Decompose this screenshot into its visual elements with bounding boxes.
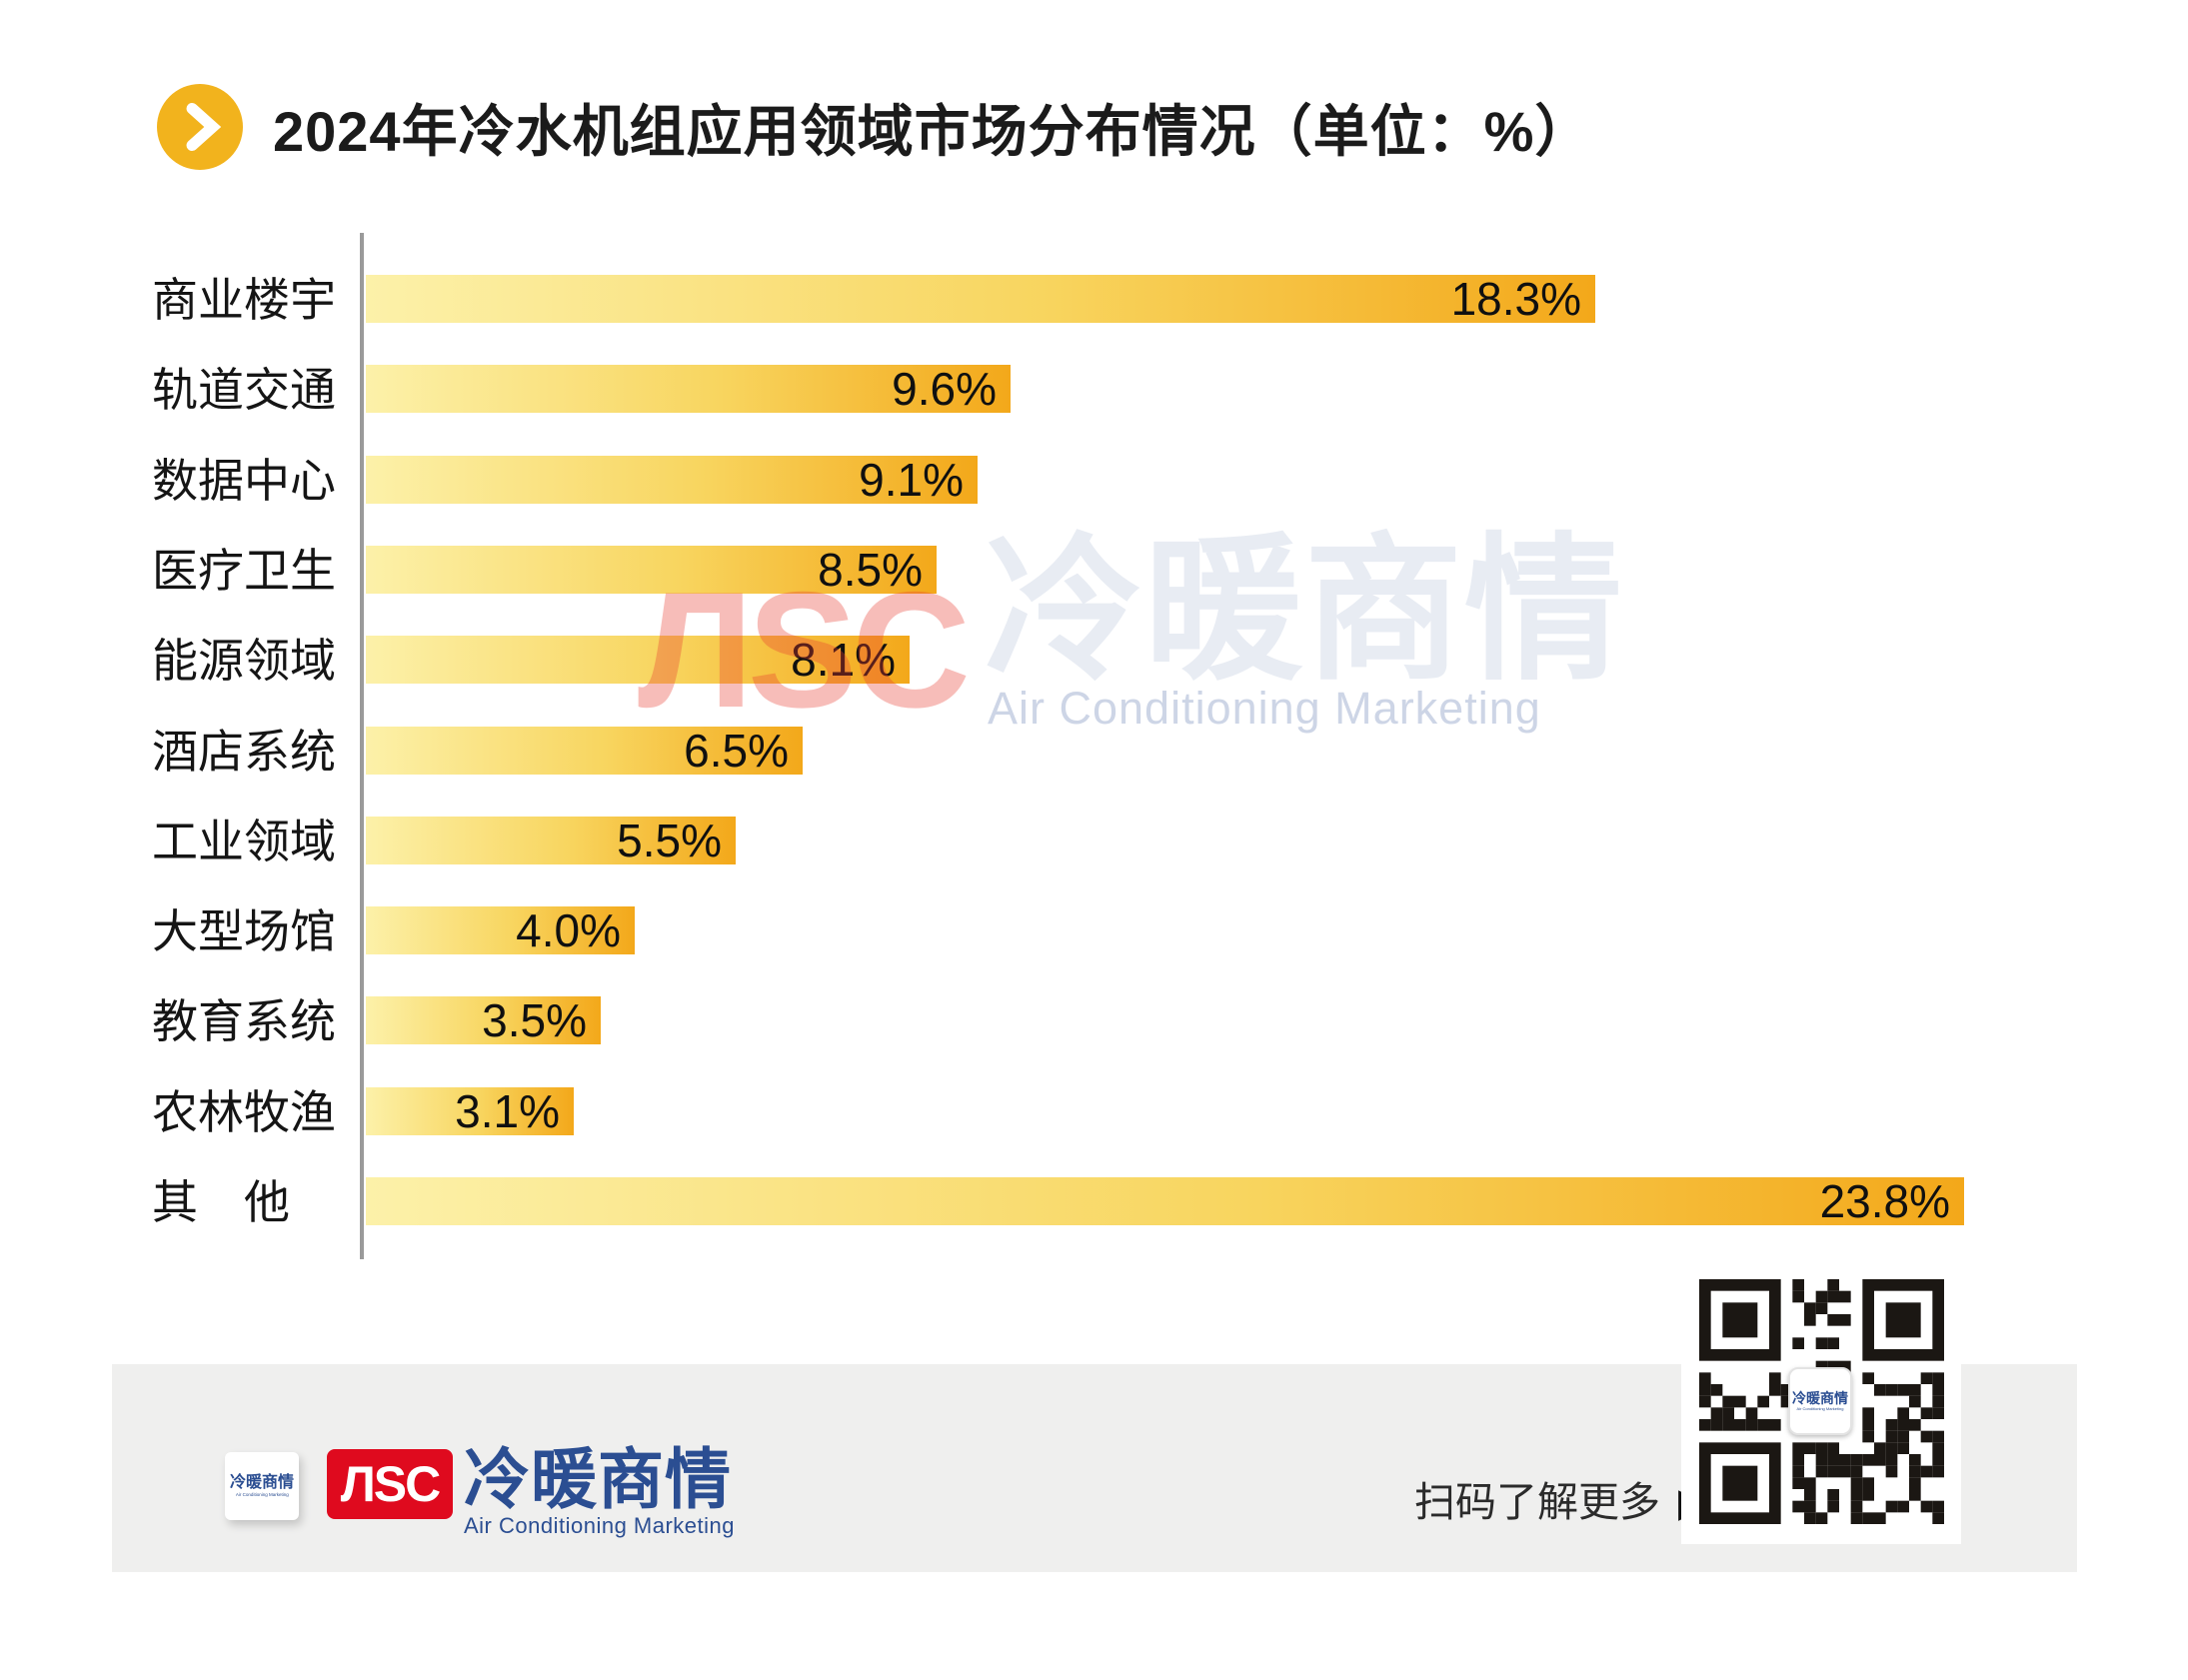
y-axis-line: [360, 233, 364, 1259]
category-label: 其 他: [152, 1176, 290, 1228]
bar: 18.3%: [366, 273, 1595, 325]
value-label: 3.5%: [482, 994, 587, 1046]
bar-row: 大型场馆 4.0%: [0, 904, 2188, 957]
qr-code-panel: 冷暖商情 Air Conditioning Marketing: [1681, 1248, 1961, 1544]
mini-card-subtext: Air Conditioning Marketing: [235, 1491, 289, 1498]
bar: 5.5%: [366, 815, 736, 866]
scan-prompt: 扫码了解更多 ▶: [1414, 1482, 1709, 1523]
bar: 3.5%: [366, 994, 601, 1046]
bar: 4.0%: [366, 904, 635, 956]
bar-row: 轨道交通 9.6%: [0, 363, 2188, 416]
value-label: 8.5%: [818, 544, 923, 596]
bar: 9.6%: [366, 363, 1011, 415]
bar: 8.5%: [366, 544, 937, 596]
brand-block: 冷暖商情 Air Conditioning Marketing: [464, 1446, 735, 1537]
qr-center-subtext: Air Conditioning Marketing: [1796, 1406, 1844, 1411]
value-label: 23.8%: [1819, 1175, 1950, 1227]
value-label: 3.1%: [455, 1085, 560, 1137]
category-label: 数据中心: [152, 455, 336, 507]
chevron-right-circle-icon: [157, 84, 243, 170]
bar-row: 教育系统 3.5%: [0, 994, 2188, 1047]
category-label: 工业领域: [152, 816, 336, 867]
value-label: 18.3%: [1450, 273, 1581, 325]
bar-row: 商业楼宇 18.3%: [0, 273, 2188, 326]
value-label: 9.6%: [892, 363, 997, 415]
category-label: 医疗卫生: [152, 545, 336, 597]
bar-row: 其 他 23.8%: [0, 1175, 2188, 1228]
category-label: 大型场馆: [152, 905, 336, 957]
bar-row: 农林牧渔 3.1%: [0, 1085, 2188, 1138]
bar: 6.5%: [366, 725, 803, 777]
brand-name-cn: 冷暖商情: [464, 1442, 732, 1516]
mini-card-text: 冷暖商情: [229, 1473, 294, 1491]
bar-row: 能源领域 8.1%: [0, 634, 2188, 687]
scan-text: 扫码了解更多: [1414, 1479, 1660, 1525]
category-label: 轨道交通: [152, 364, 336, 416]
chart-title-row: 2024年冷水机组应用领域市场分布情况（单位：%）: [157, 84, 1591, 170]
nsc-logo-badge: ЛSC: [327, 1449, 453, 1519]
brand-name-en: Air Conditioning Marketing: [464, 1513, 736, 1538]
bar-row: 医疗卫生 8.5%: [0, 544, 2188, 597]
category-label: 能源领域: [152, 635, 336, 687]
category-label: 酒店系统: [152, 726, 336, 778]
page-title: 2024年冷水机组应用领域市场分布情况（单位：%）: [273, 99, 1592, 163]
bar: 8.1%: [366, 634, 910, 686]
bar-row: 酒店系统 6.5%: [0, 725, 2188, 778]
mini-brand-card: 冷暖商情 Air Conditioning Marketing: [225, 1452, 299, 1520]
bar-row: 工业领域 5.5%: [0, 815, 2188, 867]
value-label: 4.0%: [516, 904, 621, 956]
category-label: 教育系统: [152, 995, 336, 1047]
category-label: 农林牧渔: [152, 1086, 336, 1138]
value-label: 6.5%: [684, 725, 789, 777]
value-label: 8.1%: [791, 634, 896, 686]
value-label: 9.1%: [859, 454, 964, 506]
qr-center-logo: 冷暖商情 Air Conditioning Marketing: [1788, 1367, 1852, 1435]
qr-center-text: 冷暖商情: [1792, 1390, 1848, 1406]
bar: 23.8%: [366, 1175, 1964, 1227]
category-label: 商业楼宇: [152, 274, 336, 326]
bar-row: 数据中心 9.1%: [0, 454, 2188, 507]
bar: 3.1%: [366, 1085, 574, 1137]
bar: 9.1%: [366, 454, 978, 506]
value-label: 5.5%: [617, 815, 722, 866]
